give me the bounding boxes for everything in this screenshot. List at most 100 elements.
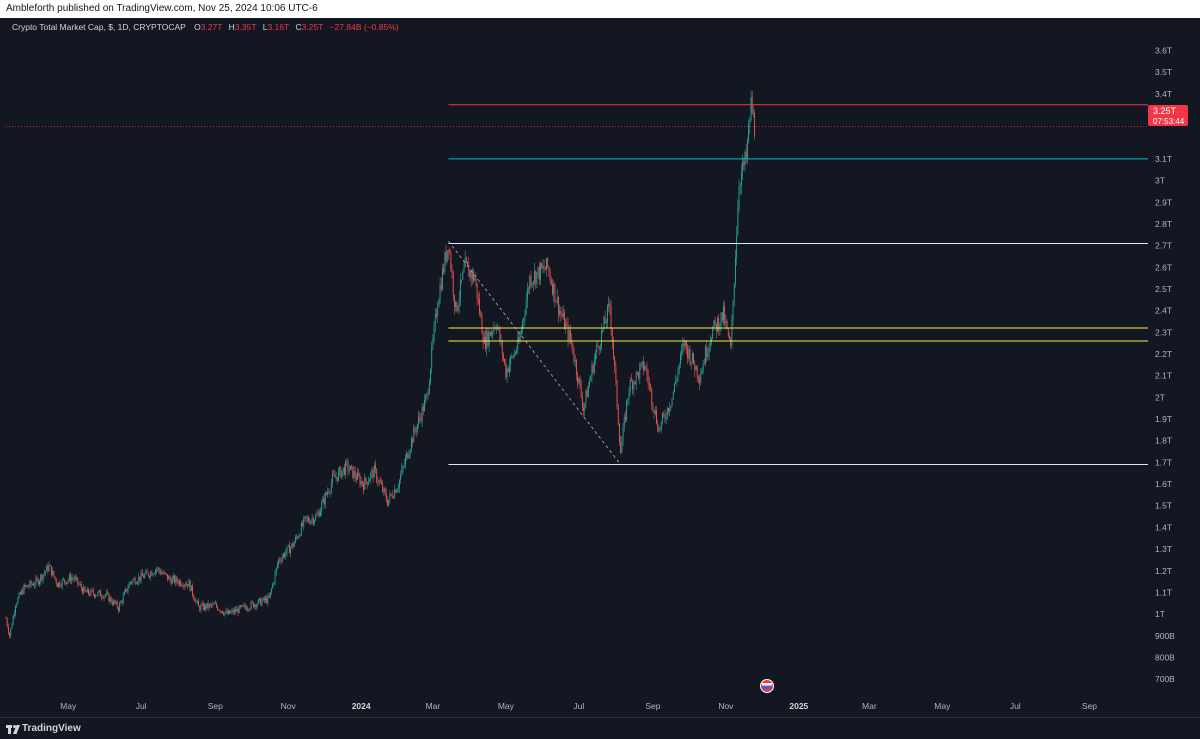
candle — [340, 466, 342, 479]
candle — [229, 610, 231, 614]
candle — [96, 595, 98, 596]
candle — [471, 267, 473, 285]
price-tick-label: 1.5T — [1155, 501, 1172, 511]
candle — [635, 370, 637, 390]
candle — [439, 277, 441, 305]
candle — [694, 360, 696, 378]
candle — [225, 607, 227, 614]
candle — [690, 361, 692, 370]
candle — [736, 226, 738, 266]
candle — [61, 578, 63, 591]
candle — [475, 272, 477, 287]
candle — [23, 583, 25, 595]
candle — [745, 143, 747, 164]
candle — [91, 589, 93, 592]
candle — [442, 263, 443, 291]
candle — [159, 568, 161, 576]
candle — [334, 469, 336, 478]
time-axis[interactable]: May Jul Sep Nov 2024 Mar May Jul Sep Nov 2025 Mar Ma… — [60, 701, 1097, 711]
candle — [249, 607, 251, 612]
candle — [162, 571, 164, 575]
candle — [573, 347, 575, 365]
candle — [250, 599, 252, 611]
candle — [333, 470, 335, 477]
candle — [41, 573, 43, 583]
plot-area[interactable] — [5, 90, 1148, 639]
time-tick-label: Jul — [573, 701, 584, 711]
candle — [22, 586, 24, 595]
candle — [598, 345, 600, 356]
price-axis[interactable]: 3.6T3.5T3.4T3.3T3.1T3T2.9T2.8T2.7T2.6T2.… — [1155, 46, 1175, 685]
candle — [591, 360, 593, 383]
candle — [662, 412, 663, 425]
candle — [585, 389, 587, 409]
candle — [364, 473, 366, 491]
candle — [276, 561, 278, 570]
candle — [607, 303, 608, 329]
candle — [574, 354, 576, 368]
candle — [633, 380, 635, 396]
candle — [517, 330, 519, 354]
candle — [682, 337, 684, 356]
candle — [241, 604, 243, 608]
candle — [382, 480, 384, 494]
candle — [743, 157, 745, 171]
candle — [164, 571, 166, 576]
candle — [349, 465, 351, 471]
candle — [323, 493, 325, 509]
candle — [470, 269, 472, 287]
candle — [424, 393, 425, 412]
candle — [73, 575, 75, 583]
candle — [353, 466, 355, 482]
candle — [663, 411, 665, 418]
candle — [5, 616, 7, 620]
candle — [599, 343, 601, 354]
candle — [163, 569, 165, 575]
candle — [262, 596, 264, 602]
candle — [83, 584, 85, 594]
candle — [541, 262, 543, 270]
candle — [121, 600, 123, 607]
candle — [548, 265, 550, 278]
candle — [452, 270, 454, 301]
candle — [739, 182, 741, 195]
candle — [373, 462, 375, 478]
candle — [734, 249, 736, 288]
flag-icon[interactable] — [760, 679, 774, 693]
candle — [636, 371, 638, 376]
candle — [125, 587, 127, 593]
candle — [727, 328, 729, 338]
candle — [161, 569, 162, 575]
candle — [610, 300, 612, 336]
candle — [198, 598, 199, 607]
candle — [312, 516, 314, 526]
candle — [92, 587, 94, 597]
price-chart[interactable]: 3.6T3.5T3.4T3.3T3.1T3T2.9T2.8T2.7T2.6T2.… — [0, 18, 1200, 717]
candle — [271, 587, 272, 596]
tradingview-logo-icon — [6, 725, 20, 734]
candle — [431, 341, 433, 374]
trendline[interactable] — [448, 241, 621, 465]
candle — [256, 602, 258, 610]
candle — [9, 632, 11, 639]
candle — [226, 608, 228, 615]
candle — [369, 478, 370, 482]
candle — [723, 300, 724, 327]
candle — [132, 579, 134, 586]
candle — [666, 406, 668, 421]
candle — [56, 583, 58, 587]
candle — [102, 595, 104, 600]
candle — [248, 608, 250, 612]
candle — [245, 604, 247, 611]
countdown-timer: 07:53:44 — [1153, 117, 1185, 126]
candle — [269, 591, 271, 599]
price-tick-label: 2.3T — [1155, 327, 1172, 337]
candle — [715, 323, 717, 339]
time-tick-label: May — [498, 701, 515, 711]
candle — [74, 574, 76, 582]
high-label: H — [229, 22, 235, 32]
candle — [327, 487, 329, 498]
candle — [239, 604, 241, 610]
candle — [116, 599, 118, 610]
candle — [114, 600, 116, 606]
